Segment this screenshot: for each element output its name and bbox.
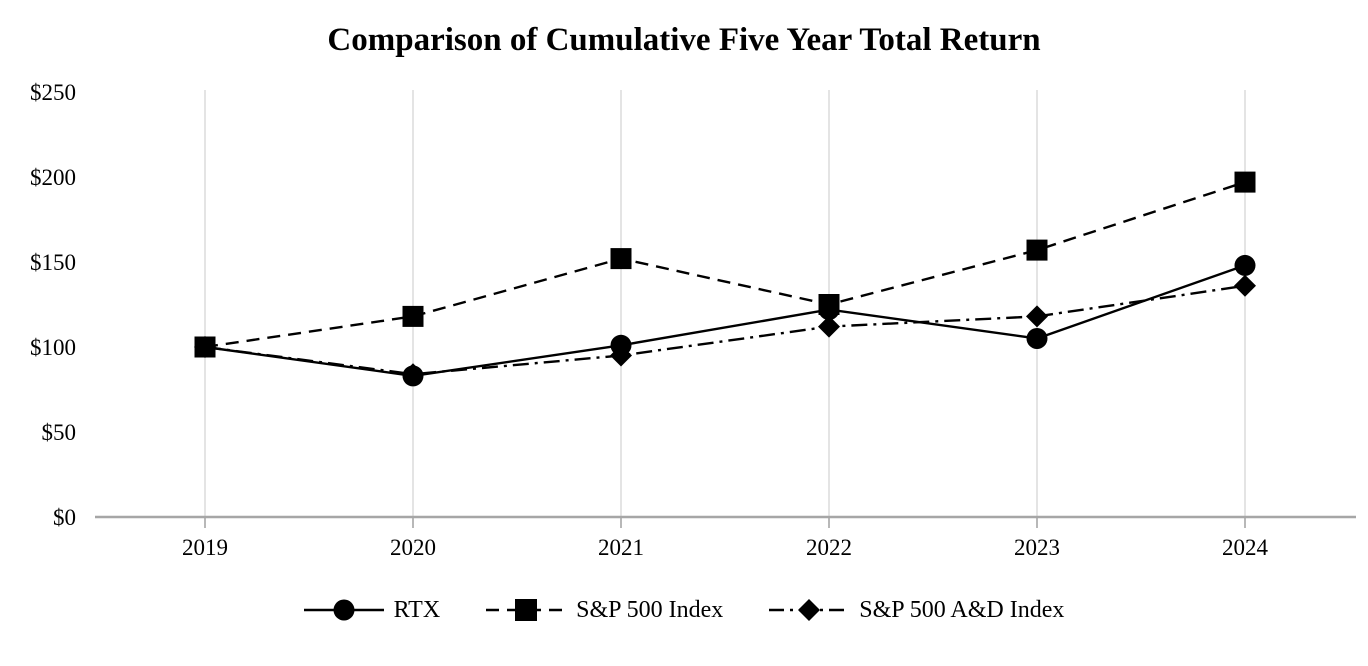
x-tick-label-2022: 2022 bbox=[806, 535, 852, 560]
y-tick-label-100: $100 bbox=[30, 335, 76, 360]
marker-s-p-500-index-2020 bbox=[402, 305, 424, 327]
x-tick-label-2020: 2020 bbox=[390, 535, 436, 560]
sp500-ad-line-sample-icon bbox=[769, 599, 850, 621]
legend-item-rtx: RTX bbox=[303, 596, 441, 624]
legend-label-rtx: RTX bbox=[393, 596, 441, 623]
marker-s-p-500-a-d-index-2022 bbox=[818, 315, 840, 338]
x-tick-label-2024: 2024 bbox=[1222, 535, 1269, 560]
legend-label-sp500: S&P 500 Index bbox=[576, 596, 724, 623]
series-line-s-p-500-a-d-index bbox=[204, 284, 1246, 376]
marker-rtx-2024 bbox=[1234, 254, 1256, 276]
y-tick-label-150: $150 bbox=[30, 250, 76, 275]
marker-s-p-500-a-d-index-2023 bbox=[1026, 305, 1048, 328]
marker-s-p-500-a-d-index-2024 bbox=[1234, 274, 1256, 297]
x-tick-label-2021: 2021 bbox=[598, 535, 644, 560]
legend-item-sp500-ad: S&P 500 A&D Index bbox=[769, 596, 1064, 624]
marker-s-p-500-index-2021 bbox=[610, 248, 632, 270]
marker-rtx-2023 bbox=[1026, 328, 1048, 349]
rtx-line-sample-icon bbox=[303, 599, 384, 621]
x-tick-label-2023: 2023 bbox=[1014, 535, 1060, 560]
marker-s-p-500-index-2023 bbox=[1026, 239, 1048, 261]
y-tick-label-0: $0 bbox=[53, 505, 76, 530]
series-line-rtx bbox=[204, 264, 1246, 378]
marker-rtx-2021 bbox=[610, 334, 632, 356]
sp500-line-sample-icon bbox=[486, 599, 567, 621]
marker-rtx-2020 bbox=[402, 365, 424, 387]
y-tick-label-250: $250 bbox=[30, 80, 76, 105]
marker-s-p-500-index-2019 bbox=[194, 336, 216, 358]
y-tick-label-200: $200 bbox=[30, 165, 76, 190]
y-tick-label-50: $50 bbox=[42, 420, 77, 445]
chart-title: Comparison of Cumulative Five Year Total… bbox=[327, 22, 1041, 58]
series-line-s-p-500-index bbox=[204, 180, 1246, 349]
legend-label-sp500-ad: S&P 500 A&D Index bbox=[859, 596, 1065, 623]
marker-s-p-500-index-2024 bbox=[1234, 171, 1256, 193]
legend-item-sp500: S&P 500 Index bbox=[486, 596, 723, 624]
marker-s-p-500-index-2022 bbox=[818, 294, 840, 315]
chart-legend: RTX S&P 500 Index S&P 500 A&D Index bbox=[0, 596, 1368, 624]
x-tick-label-2019: 2019 bbox=[182, 535, 228, 560]
